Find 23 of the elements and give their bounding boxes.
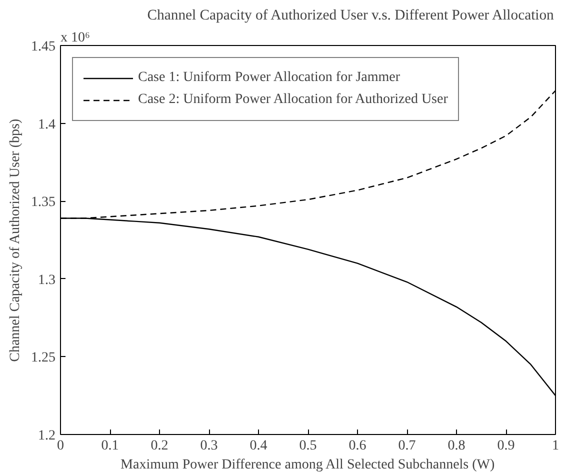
y-tick-label: 1.25 xyxy=(31,350,56,366)
x-tick-label: 0.7 xyxy=(398,438,416,454)
y-tick-label: 1.3 xyxy=(38,272,56,288)
y-tick-label: 1.45 xyxy=(31,40,56,54)
legend-label: Case 2: Uniform Power Allocation for Authorized User xyxy=(138,92,448,108)
x-axis-title: Maximum Power Difference among All Selected Subchannels (W) xyxy=(120,458,496,472)
x-tick-label: 0.1 xyxy=(101,438,119,454)
x-tick-label: 0.4 xyxy=(250,438,268,454)
y-axis-title: Channel Capacity of Authorized User (bps) xyxy=(8,118,23,362)
y-tick-label: 1.2 xyxy=(38,428,56,444)
x-tick-label: 0 xyxy=(57,438,64,454)
x-tick-label: 0.2 xyxy=(150,438,168,454)
x-tick-label: 0.5 xyxy=(299,438,317,454)
x-tick-label: 0.9 xyxy=(497,438,515,454)
x-tick-label: 0.6 xyxy=(348,438,366,454)
y-tick-label: 1.4 xyxy=(38,117,56,132)
x-tick-label: 0.8 xyxy=(448,438,466,454)
x-tick-label: 0.3 xyxy=(200,438,218,454)
x-tick-label: 1 xyxy=(552,438,559,454)
legend-label: Case 1: Uniform Power Allocation for Jammer xyxy=(138,70,400,86)
text: x 10⁶ xyxy=(60,30,90,46)
y-tick-label: 1.35 xyxy=(31,195,56,210)
chart-title: Channel Capacity of Authorized User v.s. Different Power Allocation xyxy=(147,8,555,24)
